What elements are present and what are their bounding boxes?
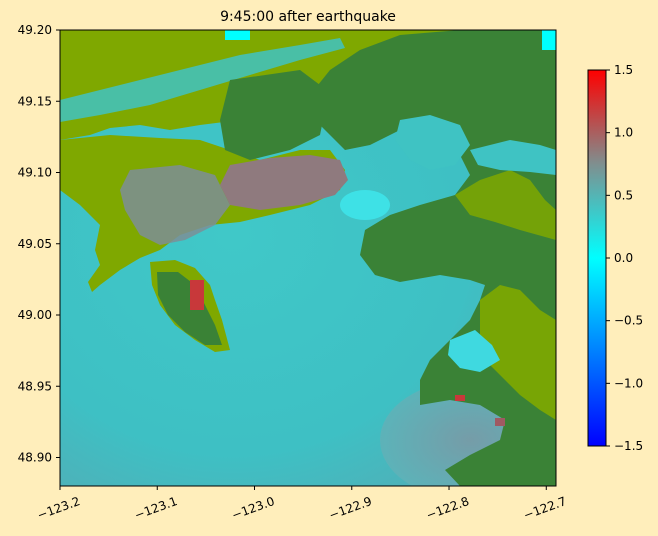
y-tick-label: 49.20 <box>18 23 52 37</box>
central-upland <box>220 70 325 160</box>
y-tick-label: 49.00 <box>18 308 52 322</box>
x-tick-label: −123.1 <box>133 494 180 522</box>
inundation-spot-se2 <box>495 418 505 426</box>
x-tick-label: −123.0 <box>230 494 277 522</box>
inner-bay <box>448 330 500 372</box>
x-tick-label: −122.9 <box>327 494 374 522</box>
colorbar-tick-label: 0.0 <box>614 251 633 265</box>
east-inner-channel <box>470 140 556 175</box>
colorbar-tick-label: 1.5 <box>614 63 633 77</box>
x-tick-label: −123.2 <box>35 494 82 522</box>
colorbar-tick-label: −1.5 <box>614 439 643 453</box>
inundation-spot <box>190 280 204 310</box>
colorbar-tick-label: −0.5 <box>614 314 643 328</box>
inundation-spot-se <box>455 395 465 401</box>
y-tick-label: 49.05 <box>18 237 52 251</box>
colorbar-tick-label: 1.0 <box>614 126 633 140</box>
colorbar-tick-label: −1.0 <box>614 376 643 390</box>
water-block <box>225 30 250 40</box>
x-axis: −123.2 −123.1 −123.0 −122.9 −122.8 −122.7 <box>35 486 568 522</box>
x-tick-label: −122.8 <box>424 494 471 522</box>
fraser-river <box>60 38 345 122</box>
northeast-inlet <box>395 115 470 170</box>
y-tick-label: 48.95 <box>18 379 52 393</box>
y-axis: 48.90 48.95 49.00 49.05 49.10 49.15 49.20 <box>18 23 60 465</box>
bright-water <box>340 190 390 220</box>
y-tick-label: 49.10 <box>18 166 52 180</box>
southeast-lowland <box>480 285 556 420</box>
map-plot <box>60 30 556 486</box>
east-lowland-fringe <box>455 170 556 240</box>
inundated-delta <box>120 165 230 245</box>
y-tick-label: 49.15 <box>18 94 52 108</box>
inundated-urban-area <box>220 155 348 210</box>
plot-frame <box>59 29 557 487</box>
water-block <box>542 30 556 50</box>
point-roberts-upland <box>157 272 222 345</box>
colorbar-axis: −1.5 −1.0 −0.5 0.0 0.5 1.0 1.5 <box>606 63 643 453</box>
y-tick-label: 48.90 <box>18 451 52 465</box>
colorbar <box>587 69 607 447</box>
x-tick-label: −122.7 <box>522 494 569 522</box>
chart-title: 9:45:00 after earthquake <box>220 9 396 25</box>
colorbar-tick-label: 0.5 <box>614 188 633 202</box>
